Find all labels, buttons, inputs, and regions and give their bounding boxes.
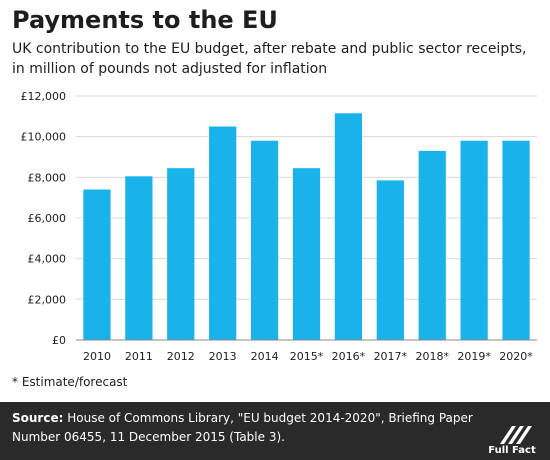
y-tick-label: £0 [52, 334, 66, 347]
bar-chart: £0 £2,000 £4,000 £6,000 £8,000 £10,000 £12,000… [21, 90, 537, 363]
bars [83, 113, 530, 341]
y-tick-label: £2,000 [28, 293, 67, 306]
full-fact-logo: Full Fact [482, 422, 542, 456]
x-tick-label: 2016* [332, 350, 366, 363]
bar [209, 126, 237, 340]
bar [250, 140, 279, 340]
bar [125, 176, 153, 340]
footnote: * Estimate/forecast [12, 375, 128, 389]
x-tick-label: 2015* [290, 350, 324, 363]
y-tick-label: £8,000 [28, 171, 67, 184]
bar [292, 168, 321, 340]
logo-text: Full Fact [488, 445, 536, 456]
y-tick-label: £4,000 [28, 253, 67, 266]
x-tick-label: 2017* [374, 350, 408, 363]
source-note: Source: House of Commons Library, "EU bu… [12, 409, 482, 447]
bar [502, 140, 530, 340]
source-text: House of Commons Library, "EU budget 201… [12, 411, 473, 444]
y-tick-label: £10,000 [21, 131, 67, 144]
chart-subtitle: UK contribution to the EU budget, after … [12, 41, 527, 77]
x-tick-label: 2011 [125, 350, 153, 363]
x-tick-label: 2019* [457, 350, 491, 363]
y-tick-label: £12,000 [21, 90, 67, 103]
bar [83, 189, 111, 340]
source-label: Source: [12, 411, 64, 425]
x-tick-label: 2012 [167, 350, 195, 363]
chart-title: Payments to the EU [12, 6, 278, 34]
x-axis-tick-labels: 2010 2011 2012 2013 2014 2015* 2016* 2017* 2018*… [83, 350, 533, 363]
bar [376, 180, 404, 340]
x-tick-label: 2014 [251, 350, 279, 363]
x-tick-label: 2010 [83, 350, 111, 363]
bar [167, 168, 195, 340]
bar [460, 140, 488, 340]
x-tick-label: 2020* [499, 350, 533, 363]
bar [334, 113, 363, 341]
x-tick-label: 2013 [209, 350, 237, 363]
x-tick-label: 2018* [415, 350, 449, 363]
y-tick-label: £6,000 [28, 212, 67, 225]
bar [418, 150, 446, 340]
footer: Source: House of Commons Library, "EU bu… [0, 402, 550, 460]
logo-stripes-icon [500, 426, 532, 444]
y-axis-tick-labels: £0 £2,000 £4,000 £6,000 £8,000 £10,000 £12,000 [21, 90, 67, 347]
